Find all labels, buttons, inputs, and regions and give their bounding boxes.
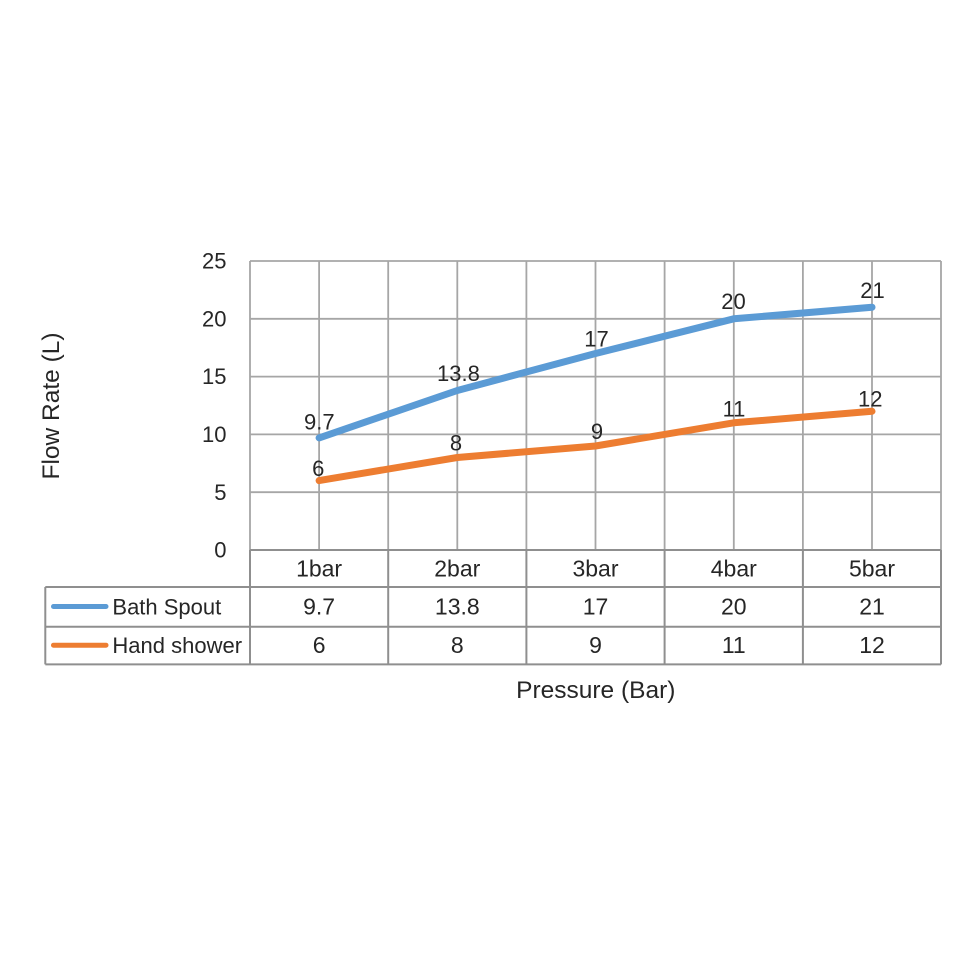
svg-text:2bar: 2bar — [434, 556, 480, 582]
svg-text:Flow Rate (L): Flow Rate (L) — [38, 332, 65, 479]
svg-text:21: 21 — [860, 278, 884, 303]
svg-text:13.8: 13.8 — [435, 593, 480, 619]
svg-text:Bath Spout: Bath Spout — [112, 594, 221, 619]
svg-text:8: 8 — [450, 431, 462, 456]
svg-text:21: 21 — [859, 593, 885, 619]
svg-text:15: 15 — [202, 364, 226, 389]
svg-text:17: 17 — [584, 327, 608, 352]
svg-text:6: 6 — [312, 456, 324, 481]
svg-text:20: 20 — [202, 306, 226, 331]
svg-text:9: 9 — [589, 632, 602, 658]
svg-text:1bar: 1bar — [296, 556, 342, 582]
svg-text:4bar: 4bar — [711, 556, 757, 582]
svg-text:6: 6 — [313, 632, 326, 658]
svg-text:20: 20 — [721, 289, 745, 314]
svg-text:12: 12 — [858, 387, 882, 412]
svg-text:0: 0 — [214, 538, 226, 563]
svg-text:17: 17 — [583, 593, 609, 619]
svg-text:20: 20 — [721, 593, 747, 619]
svg-text:Pressure (Bar): Pressure (Bar) — [516, 677, 675, 704]
svg-text:3bar: 3bar — [572, 556, 618, 582]
svg-text:9.7: 9.7 — [304, 409, 335, 434]
svg-text:25: 25 — [202, 249, 226, 274]
svg-text:9: 9 — [591, 419, 603, 444]
svg-text:11: 11 — [722, 632, 746, 658]
svg-text:5: 5 — [214, 480, 226, 505]
svg-text:Hand shower: Hand shower — [112, 633, 242, 658]
svg-text:8: 8 — [451, 632, 464, 658]
svg-text:12: 12 — [859, 632, 885, 658]
svg-text:10: 10 — [202, 422, 226, 447]
svg-text:13.8: 13.8 — [437, 361, 480, 386]
svg-text:11: 11 — [723, 397, 746, 422]
svg-text:9.7: 9.7 — [303, 593, 335, 619]
svg-text:5bar: 5bar — [849, 556, 895, 582]
